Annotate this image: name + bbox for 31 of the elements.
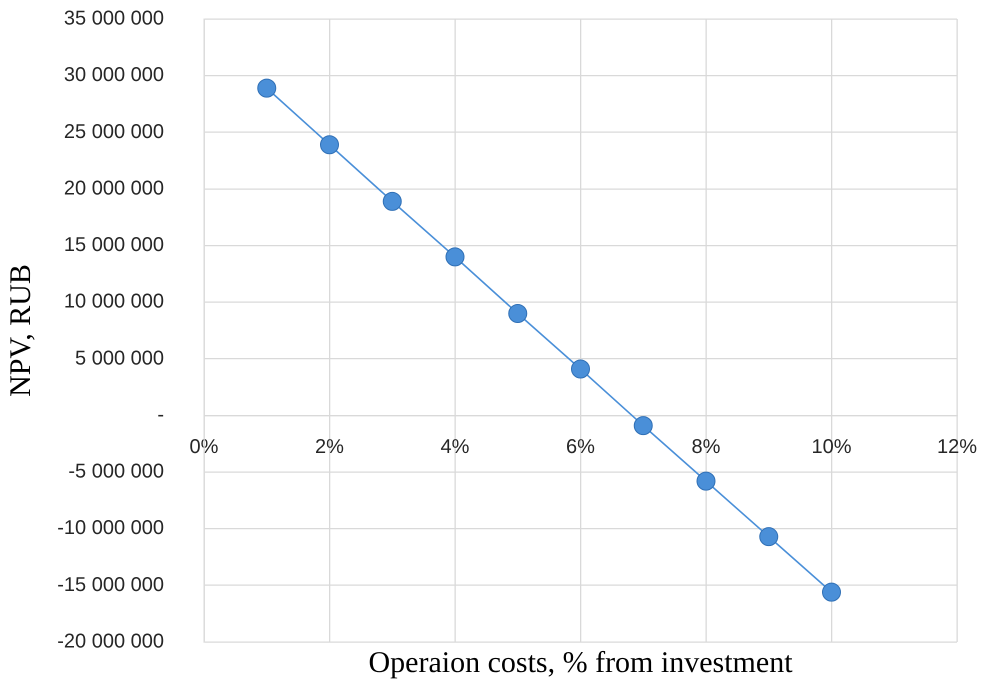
y-tick-label: -5 000 000 [68, 460, 164, 483]
x-tick-label: 0% [190, 436, 219, 458]
x-axis-title: Operaion costs, % from investment [368, 646, 794, 679]
y-tick-label: 25 000 000 [64, 120, 164, 143]
point [508, 304, 528, 324]
y-tick-label: 5 000 000 [75, 347, 164, 370]
y-tick-label: 30 000 000 [64, 64, 164, 86]
y-tick-label: 20 000 000 [64, 177, 164, 200]
y-axis-title: NPV, RUB [4, 264, 37, 397]
y-tick-label: - [157, 404, 164, 426]
x-tick-label: 4% [440, 436, 470, 458]
point [571, 360, 590, 379]
point [446, 247, 464, 266]
point [634, 416, 653, 436]
point [382, 192, 402, 211]
x-tick-label: 12% [936, 436, 978, 458]
point [257, 78, 276, 98]
x-tick-label: 8% [692, 436, 721, 458]
point [759, 527, 778, 546]
point [696, 472, 716, 491]
y-tick-label: 15 000 000 [64, 234, 164, 256]
point [822, 582, 841, 602]
y-tick-label: 10 000 000 [64, 290, 164, 313]
x-tick-label: 10% [811, 436, 852, 458]
x-tick-label: 2% [315, 436, 344, 458]
y-tick-label: -10 000 000 [57, 517, 164, 540]
y-tick-label: -15 000 000 [57, 574, 164, 596]
x-tick-label: 6% [566, 436, 596, 458]
y-tick-label: -20 000 000 [57, 630, 164, 653]
point [320, 135, 339, 154]
y-tick-label: 35 000 000 [64, 8, 164, 30]
